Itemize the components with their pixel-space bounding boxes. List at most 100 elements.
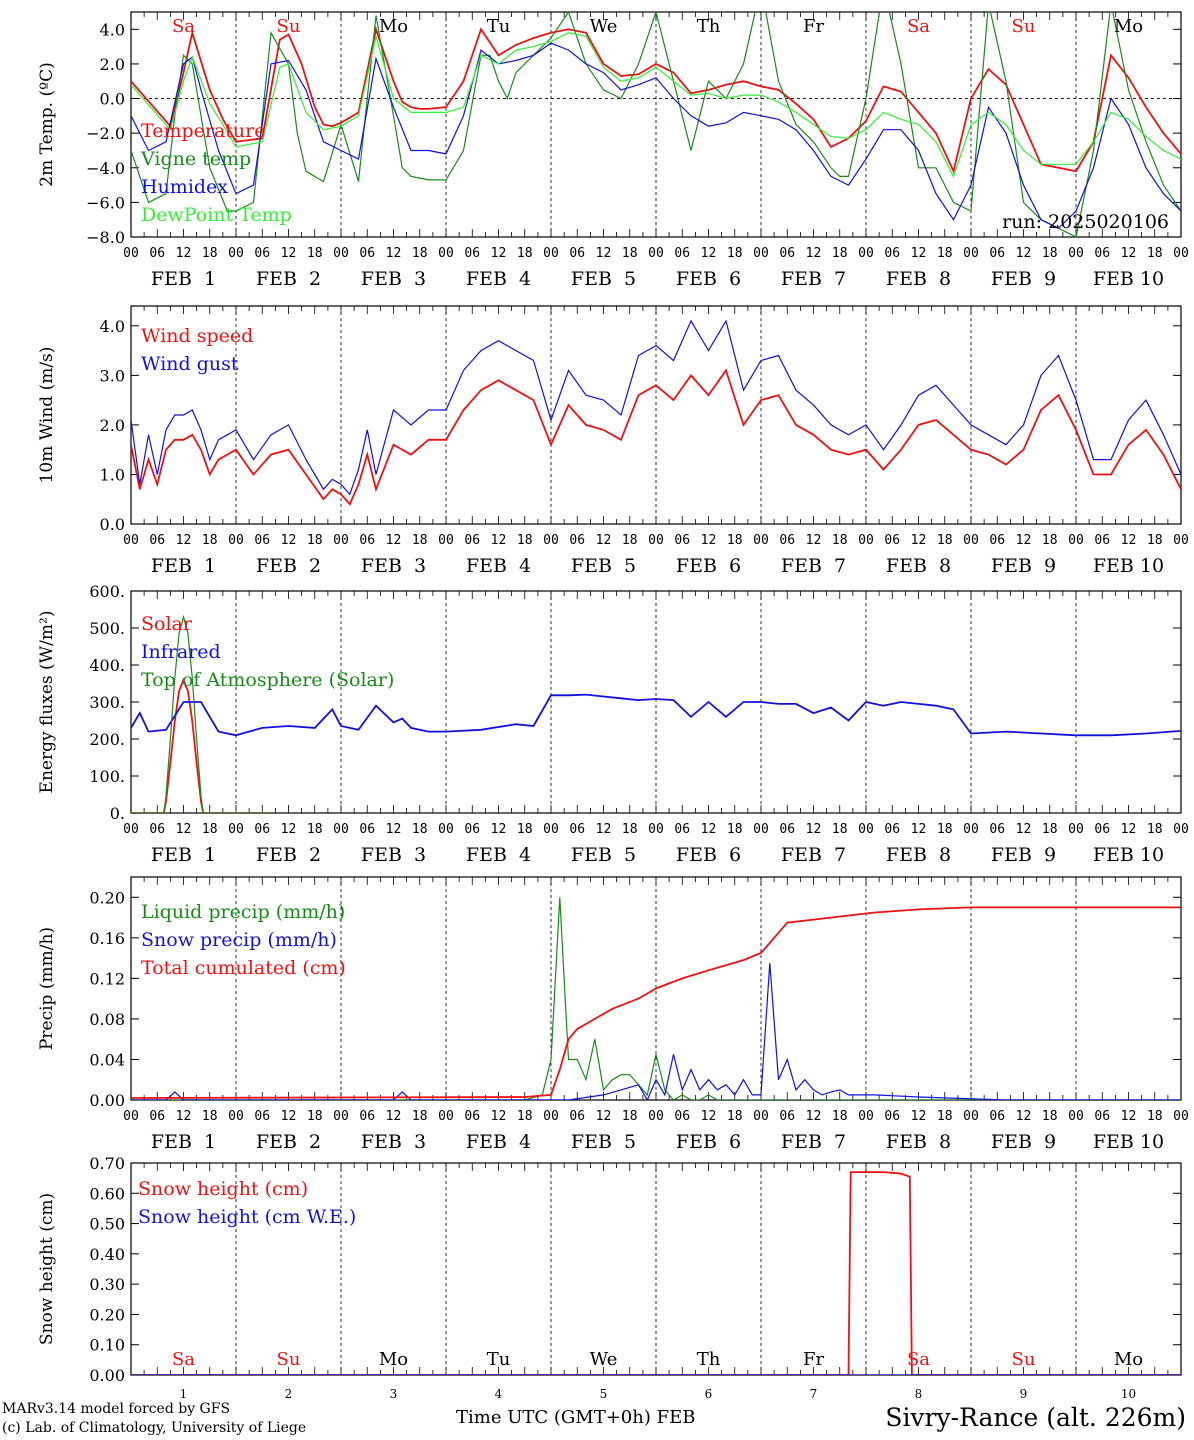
time-axis-title: Time UTC (GMT+0h) — [456, 1407, 651, 1428]
hour-tick-label: 06 — [149, 246, 165, 261]
hour-tick-label: 06 — [884, 1109, 900, 1124]
hour-tick-label: 12 — [701, 822, 717, 837]
weekday-label: Mo — [379, 1349, 408, 1370]
date-label: FEB 6 — [676, 555, 741, 577]
hour-tick-label: 00 — [858, 533, 874, 548]
hour-tick-label: 00 — [543, 533, 559, 548]
hour-tick-label: 06 — [359, 246, 375, 261]
y-tick-label: 0.00 — [89, 1366, 125, 1385]
hour-tick-label: 06 — [989, 1109, 1005, 1124]
lab-credit: (c) Lab. of Climatology, University of L… — [2, 1420, 307, 1436]
hour-tick-label: 06 — [359, 822, 375, 837]
hour-tick-label: 00 — [753, 246, 769, 261]
hour-tick-label: 12 — [281, 822, 297, 837]
y-tick-label: −8.0 — [86, 228, 125, 247]
hour-tick-label: 06 — [569, 533, 585, 548]
hour-tick-label: 18 — [832, 822, 848, 837]
hour-tick-label: 00 — [123, 822, 139, 837]
hour-tick-label: 12 — [1121, 822, 1137, 837]
hour-tick-label: 06 — [464, 246, 480, 261]
hour-tick-label: 18 — [832, 1109, 848, 1124]
hour-tick-label: 12 — [596, 246, 612, 261]
day-number-label: 10 — [1121, 1387, 1136, 1401]
date-label: FEB 4 — [466, 555, 531, 577]
hour-tick-label: 12 — [911, 822, 927, 837]
y-tick-label: 200. — [89, 730, 125, 749]
hour-tick-label: 00 — [1068, 533, 1084, 548]
series-snow-height-cm — [131, 1171, 1181, 1375]
y-tick-label: 0.50 — [89, 1215, 125, 1234]
hour-tick-label: 06 — [674, 822, 690, 837]
hour-tick-label: 00 — [1173, 533, 1189, 548]
hour-tick-label: 18 — [832, 533, 848, 548]
hour-tick-label: 06 — [779, 246, 795, 261]
date-label: FEB 2 — [256, 268, 321, 290]
hour-tick-label: 18 — [307, 533, 323, 548]
hour-tick-label: 06 — [674, 533, 690, 548]
hour-tick-label: 00 — [753, 533, 769, 548]
hour-tick-label: 12 — [386, 533, 402, 548]
hour-tick-label: 12 — [806, 533, 822, 548]
hour-tick-label: 18 — [727, 533, 743, 548]
run-annotation: run: 2025020106 — [1002, 211, 1169, 233]
weekday-label: Sa — [172, 1349, 195, 1370]
date-label: FEB 8 — [886, 844, 951, 866]
date-label: FEB 7 — [781, 1131, 846, 1153]
series-infrared — [131, 693, 1181, 737]
y-axis-label: Energy fluxes (W/m²) — [37, 611, 57, 794]
hour-tick-label: 12 — [281, 246, 297, 261]
date-label: FEB 2 — [256, 555, 321, 577]
weekday-label: Su — [277, 16, 301, 37]
hour-tick-label: 00 — [333, 822, 349, 837]
weekday-label: Su — [1012, 16, 1036, 37]
y-axis-label: 10m Wind (m/s) — [37, 347, 57, 484]
hour-tick-label: 18 — [622, 822, 638, 837]
hour-tick-label: 12 — [491, 1109, 507, 1124]
hour-tick-label: 18 — [1042, 822, 1058, 837]
hour-tick-label: 06 — [149, 533, 165, 548]
hour-tick-label: 18 — [412, 822, 428, 837]
date-label: FEB 1 — [151, 555, 216, 577]
y-tick-label: 0.30 — [89, 1275, 125, 1294]
y-tick-label: −4.0 — [86, 159, 125, 178]
date-label: FEB 9 — [991, 844, 1056, 866]
y-tick-label: −2.0 — [86, 124, 125, 143]
y-tick-label: 2.0 — [100, 416, 125, 435]
date-label: FEB 2 — [256, 1131, 321, 1153]
y-tick-label: 4.0 — [100, 317, 125, 336]
hour-tick-label: 06 — [884, 822, 900, 837]
hour-tick-label: 06 — [569, 822, 585, 837]
hour-tick-label: 00 — [228, 1109, 244, 1124]
hour-tick-label: 12 — [386, 1109, 402, 1124]
series-wind-speed — [131, 368, 1181, 506]
hour-tick-label: 00 — [228, 822, 244, 837]
y-tick-label: 0.00 — [89, 1091, 125, 1110]
panel-3 — [130, 590, 1182, 814]
day-number-label: 6 — [705, 1387, 713, 1401]
hour-tick-label: 00 — [648, 1109, 664, 1124]
hour-tick-label: 00 — [963, 246, 979, 261]
hour-tick-label: 06 — [359, 1109, 375, 1124]
date-label: FEB 4 — [466, 1131, 531, 1153]
y-tick-label: 0.12 — [89, 969, 125, 988]
hour-tick-label: 06 — [989, 822, 1005, 837]
hour-tick-label: 00 — [858, 246, 874, 261]
hour-tick-label: 06 — [149, 1109, 165, 1124]
hour-tick-label: 12 — [386, 822, 402, 837]
hour-tick-label: 18 — [517, 246, 533, 261]
date-label: FEB 10 — [1093, 1131, 1164, 1153]
hour-tick-label: 00 — [543, 246, 559, 261]
hour-tick-label: 12 — [1016, 533, 1032, 548]
date-label: FEB 6 — [676, 1131, 741, 1153]
y-tick-label: 300. — [89, 693, 125, 712]
date-label: FEB 9 — [991, 1131, 1056, 1153]
time-axis-month: FEB — [656, 1407, 696, 1428]
hour-tick-label: 12 — [176, 1109, 192, 1124]
weekday-label: Fr — [803, 16, 824, 37]
hour-tick-label: 00 — [228, 246, 244, 261]
date-label: FEB 5 — [571, 268, 636, 290]
hour-tick-label: 12 — [596, 1109, 612, 1124]
y-tick-label: 600. — [89, 582, 125, 601]
legend-infrared: Infrared — [141, 641, 221, 663]
hour-tick-label: 00 — [648, 822, 664, 837]
